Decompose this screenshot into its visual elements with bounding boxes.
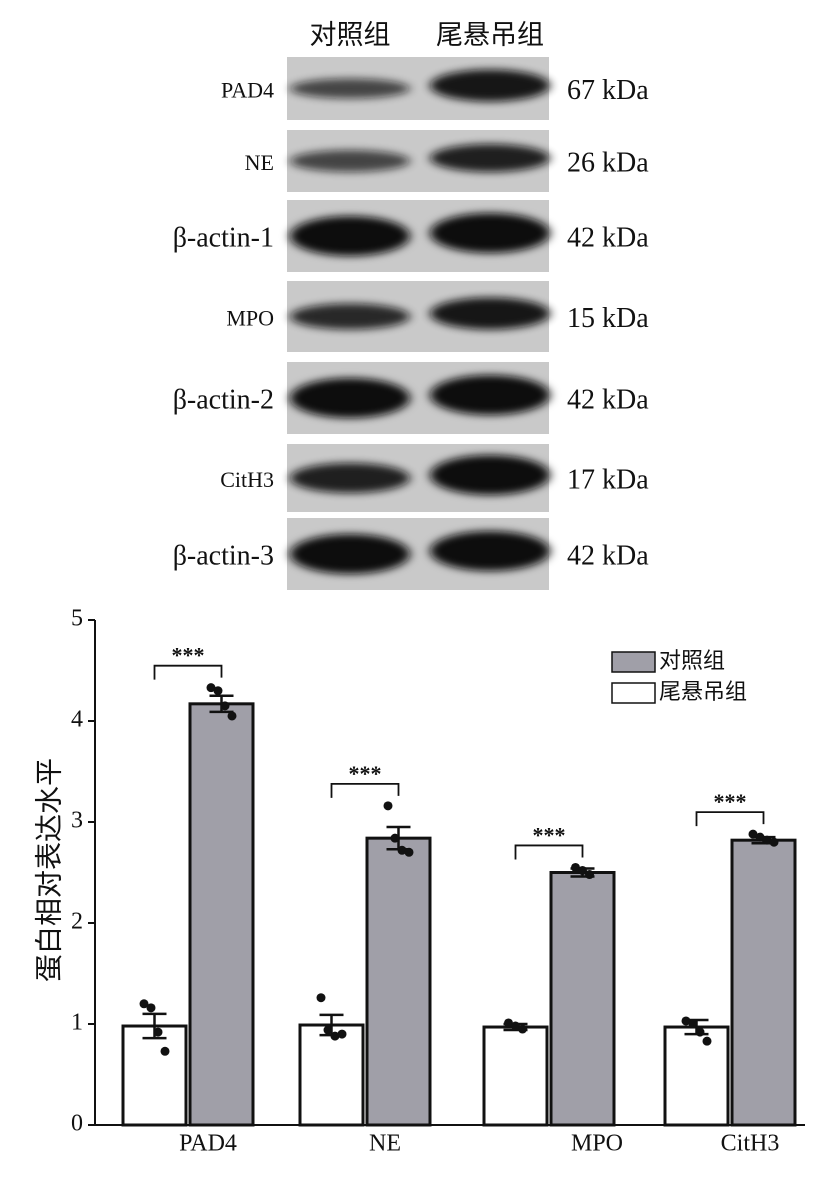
data-point xyxy=(681,1016,691,1026)
data-point xyxy=(762,835,772,845)
significance-label: *** xyxy=(349,761,382,786)
data-point xyxy=(139,999,149,1009)
bar xyxy=(730,838,797,1127)
data-point xyxy=(153,1027,163,1037)
data-point xyxy=(748,829,758,839)
lane-label: 尾悬吊组 xyxy=(436,20,544,50)
legend-label: 尾悬吊组 xyxy=(659,679,747,704)
data-point xyxy=(146,1003,156,1013)
band xyxy=(290,463,410,493)
significance-bracket xyxy=(514,844,584,860)
row-label: β-actin-2 xyxy=(173,384,274,415)
data-point xyxy=(383,801,393,811)
y-axis-label: 蛋白相对表达水平 xyxy=(33,758,65,982)
data-point xyxy=(390,833,400,843)
x-tick-label: MPO xyxy=(571,1131,623,1157)
data-point xyxy=(585,870,594,880)
data-point xyxy=(213,686,223,696)
size-label: 17 kDa xyxy=(567,464,649,495)
data-point xyxy=(404,847,414,857)
band xyxy=(430,213,550,253)
band xyxy=(290,534,410,574)
bar xyxy=(188,702,255,1127)
y-tick-label: 4 xyxy=(71,707,83,733)
band xyxy=(290,378,410,418)
significance-bracket xyxy=(695,811,765,827)
band xyxy=(290,303,410,330)
row-label: PAD4 xyxy=(221,78,274,103)
size-label: 26 kDa xyxy=(567,147,649,178)
row-label: β-actin-1 xyxy=(173,222,274,253)
band xyxy=(430,144,550,172)
x-tick-label: CitH3 xyxy=(721,1131,780,1157)
band xyxy=(430,455,550,495)
x-tick-label: NE xyxy=(369,1131,401,1157)
band xyxy=(290,150,410,172)
data-point xyxy=(206,683,216,693)
data-point xyxy=(688,1019,698,1029)
bar xyxy=(482,1025,549,1127)
data-point xyxy=(571,862,580,872)
significance-label: *** xyxy=(172,643,205,668)
data-point xyxy=(323,1025,333,1035)
row-label: NE xyxy=(245,150,274,175)
significance-bracket xyxy=(330,782,400,798)
data-point xyxy=(511,1021,520,1031)
data-point xyxy=(702,1036,712,1046)
data-point xyxy=(330,1031,340,1041)
x-tick-label: PAD4 xyxy=(179,1131,237,1157)
y-tick-label: 1 xyxy=(71,1010,83,1036)
band xyxy=(430,375,550,415)
bar xyxy=(298,1023,365,1127)
data-point xyxy=(220,701,230,711)
data-point xyxy=(504,1018,513,1028)
lane-label: 对照组 xyxy=(310,20,391,50)
band xyxy=(430,531,550,571)
legend-label: 对照组 xyxy=(659,648,725,673)
band xyxy=(290,216,410,256)
legend-swatch xyxy=(611,651,656,673)
bar xyxy=(663,1025,730,1127)
row-label: CitH3 xyxy=(220,467,274,492)
data-point xyxy=(769,837,779,847)
y-tick-label: 3 xyxy=(71,808,83,834)
size-label: 42 kDa xyxy=(567,222,649,253)
band xyxy=(430,69,550,102)
data-point xyxy=(578,865,587,875)
data-point xyxy=(316,993,326,1003)
bar xyxy=(549,871,616,1127)
band xyxy=(290,78,410,99)
size-label: 67 kDa xyxy=(567,75,649,106)
row-label: β-actin-3 xyxy=(173,540,274,571)
y-tick-label: 0 xyxy=(71,1111,83,1137)
legend-swatch xyxy=(611,682,656,704)
row-label: MPO xyxy=(226,306,274,331)
data-point xyxy=(755,832,765,842)
bar xyxy=(365,836,432,1127)
significance-bracket xyxy=(153,664,223,680)
size-label: 42 kDa xyxy=(567,384,649,415)
size-label: 42 kDa xyxy=(567,540,649,571)
bar xyxy=(121,1024,188,1127)
y-tick-label: 5 xyxy=(71,606,83,632)
data-point xyxy=(337,1029,347,1039)
data-point xyxy=(397,845,407,855)
band xyxy=(430,297,550,330)
significance-label: *** xyxy=(714,789,747,814)
significance-label: *** xyxy=(533,822,566,847)
size-label: 15 kDa xyxy=(567,303,649,334)
data-point xyxy=(518,1024,527,1034)
data-point xyxy=(227,711,237,721)
y-tick-label: 2 xyxy=(71,909,83,935)
data-point xyxy=(695,1027,705,1037)
data-point xyxy=(160,1046,170,1056)
